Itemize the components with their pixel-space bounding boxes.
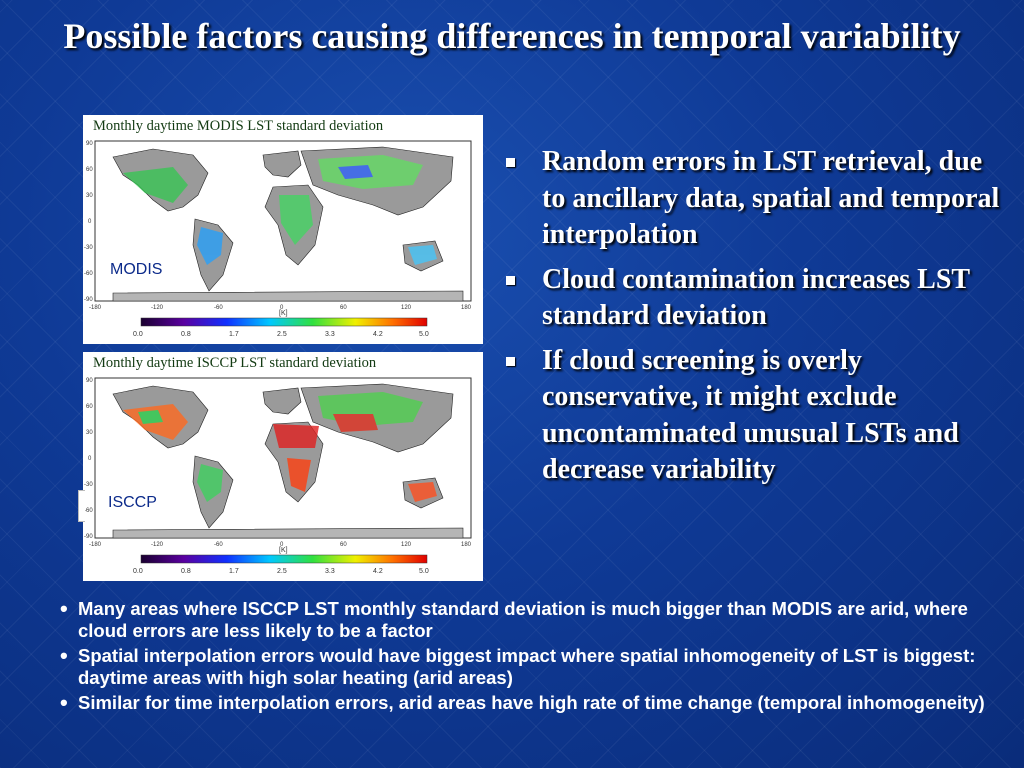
scale-tick-label: 5.0 bbox=[419, 331, 429, 338]
right-bullet-item: Cloud contamination increases LST standa… bbox=[502, 262, 1002, 335]
modis-lat-tick-labels: 90 60 30 0 -30 -60 -90 bbox=[84, 141, 93, 303]
right-bullet-text: Random errors in LST retrieval, due to a… bbox=[542, 146, 1000, 250]
isccp-colorbar bbox=[140, 554, 428, 564]
scale-tick-label: 0.0 bbox=[133, 331, 143, 338]
lon-tick-label: 60 bbox=[340, 542, 347, 548]
scale-tick-label: 3.3 bbox=[325, 568, 335, 575]
lat-tick-label: 0 bbox=[88, 456, 92, 462]
isccp-colorbar-ticks: 0.0 0.8 1.7 2.5 3.3 4.2 5.0 bbox=[133, 568, 429, 575]
lon-tick-label: 120 bbox=[401, 305, 412, 311]
lat-tick-label: -60 bbox=[84, 271, 93, 277]
scale-tick-label: 2.5 bbox=[277, 331, 287, 338]
isccp-map-caption: Monthly daytime ISCCP LST standard devia… bbox=[93, 355, 377, 371]
lon-tick-label: 0 bbox=[280, 542, 284, 548]
modis-lon-tick-labels: -180 -120 -60 0 60 120 180 bbox=[89, 305, 472, 311]
lat-tick-label: 60 bbox=[86, 404, 93, 410]
bottom-bullet-text: Spatial interpolation errors would have … bbox=[78, 645, 976, 688]
isccp-tag-bracket bbox=[78, 490, 85, 522]
modis-map-caption: Monthly daytime MODIS LST standard devia… bbox=[93, 118, 384, 134]
lat-tick-label: -30 bbox=[84, 482, 93, 488]
scale-tick-label: 4.2 bbox=[373, 568, 383, 575]
lat-tick-label: 90 bbox=[86, 378, 93, 384]
bottom-bullet-item: • Spatial interpolation errors would hav… bbox=[58, 645, 998, 689]
bottom-bullet-list: • Many areas where ISCCP LST monthly sta… bbox=[58, 598, 998, 717]
lon-tick-label: -120 bbox=[151, 542, 164, 548]
square-bullet-icon bbox=[506, 158, 515, 167]
lon-tick-label: -120 bbox=[151, 305, 164, 311]
scale-tick-label: 1.7 bbox=[229, 331, 239, 338]
isccp-lat-tick-labels: 90 60 30 0 -30 -60 -90 bbox=[84, 378, 93, 540]
scale-tick-label: 2.5 bbox=[277, 568, 287, 575]
right-bullet-item: Random errors in LST retrieval, due to a… bbox=[502, 144, 1002, 254]
scale-tick-label: 4.2 bbox=[373, 331, 383, 338]
lon-tick-label: 180 bbox=[461, 305, 472, 311]
scale-tick-label: 0.8 bbox=[181, 331, 191, 338]
round-bullet-icon: • bbox=[60, 690, 68, 715]
right-bullet-item: If cloud screening is overly conservativ… bbox=[502, 343, 1002, 489]
square-bullet-icon bbox=[506, 275, 515, 285]
isccp-map-figure: 90 60 30 0 -30 -60 -90 -180 -120 -60 0 6… bbox=[84, 377, 472, 575]
bottom-bullet-text: Similar for time interpolation errors, a… bbox=[78, 692, 985, 713]
scale-tick-label: 0.8 bbox=[181, 568, 191, 575]
modis-map-figure: 90 60 30 0 -30 -60 -90 -180 -120 -60 0 6… bbox=[84, 140, 472, 338]
lon-tick-label: 120 bbox=[401, 542, 412, 548]
isccp-lon-tick-labels: -180 -120 -60 0 60 120 180 bbox=[89, 542, 472, 548]
bottom-bullet-item: • Similar for time interpolation errors,… bbox=[58, 692, 998, 714]
bottom-bullet-text: Many areas where ISCCP LST monthly stand… bbox=[78, 598, 968, 641]
lat-tick-label: -30 bbox=[84, 245, 93, 251]
lon-tick-label: -60 bbox=[214, 542, 223, 548]
lon-tick-label: -60 bbox=[214, 305, 223, 311]
modis-map-tag: MODIS bbox=[106, 259, 167, 281]
square-bullet-icon bbox=[506, 356, 515, 366]
modis-colorbar bbox=[140, 317, 428, 327]
slide-title: Possible factors causing differences in … bbox=[63, 16, 961, 56]
lat-tick-label: -90 bbox=[84, 534, 93, 540]
scale-tick-label: 3.3 bbox=[325, 331, 335, 338]
modis-unit-label: [K] bbox=[279, 310, 288, 317]
lon-tick-label: -180 bbox=[89, 305, 102, 311]
isccp-map-panel: 90 60 30 0 -30 -60 -90 -180 -120 -60 0 6… bbox=[83, 352, 483, 581]
bottom-bullet-item: • Many areas where ISCCP LST monthly sta… bbox=[58, 598, 998, 642]
modis-map-panel: 90 60 30 0 -30 -60 -90 -180 -120 -60 0 6… bbox=[83, 115, 483, 344]
round-bullet-icon: • bbox=[60, 596, 68, 621]
lat-tick-label: 0 bbox=[88, 219, 92, 225]
lat-tick-label: -90 bbox=[84, 297, 93, 303]
lon-tick-label: 0 bbox=[280, 305, 284, 311]
lat-tick-label: 30 bbox=[86, 430, 93, 436]
lat-tick-label: -60 bbox=[84, 508, 93, 514]
scale-tick-label: 0.0 bbox=[133, 568, 143, 575]
lat-tick-label: 90 bbox=[86, 141, 93, 147]
lat-tick-label: 60 bbox=[86, 167, 93, 173]
lon-tick-label: 180 bbox=[461, 542, 472, 548]
right-bullet-text: Cloud contamination increases LST standa… bbox=[542, 263, 970, 332]
lat-tick-label: 30 bbox=[86, 193, 93, 199]
right-bullet-list: Random errors in LST retrieval, due to a… bbox=[502, 144, 1002, 497]
isccp-unit-label: [K] bbox=[279, 547, 288, 554]
scale-tick-label: 1.7 bbox=[229, 568, 239, 575]
scale-tick-label: 5.0 bbox=[419, 568, 429, 575]
lon-tick-label: -180 bbox=[89, 542, 102, 548]
modis-colorbar-ticks: 0.0 0.8 1.7 2.5 3.3 4.2 5.0 bbox=[133, 331, 429, 338]
lon-tick-label: 60 bbox=[340, 305, 347, 311]
right-bullet-text: If cloud screening is overly conservativ… bbox=[542, 344, 959, 486]
round-bullet-icon: • bbox=[60, 643, 68, 668]
isccp-map-tag: ISCCP bbox=[104, 492, 161, 514]
